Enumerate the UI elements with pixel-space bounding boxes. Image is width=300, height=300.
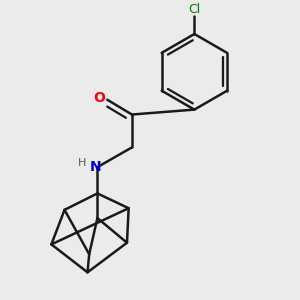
Text: N: N (90, 160, 102, 174)
Text: Cl: Cl (188, 3, 200, 16)
Text: O: O (93, 91, 105, 105)
Text: H: H (77, 158, 86, 168)
